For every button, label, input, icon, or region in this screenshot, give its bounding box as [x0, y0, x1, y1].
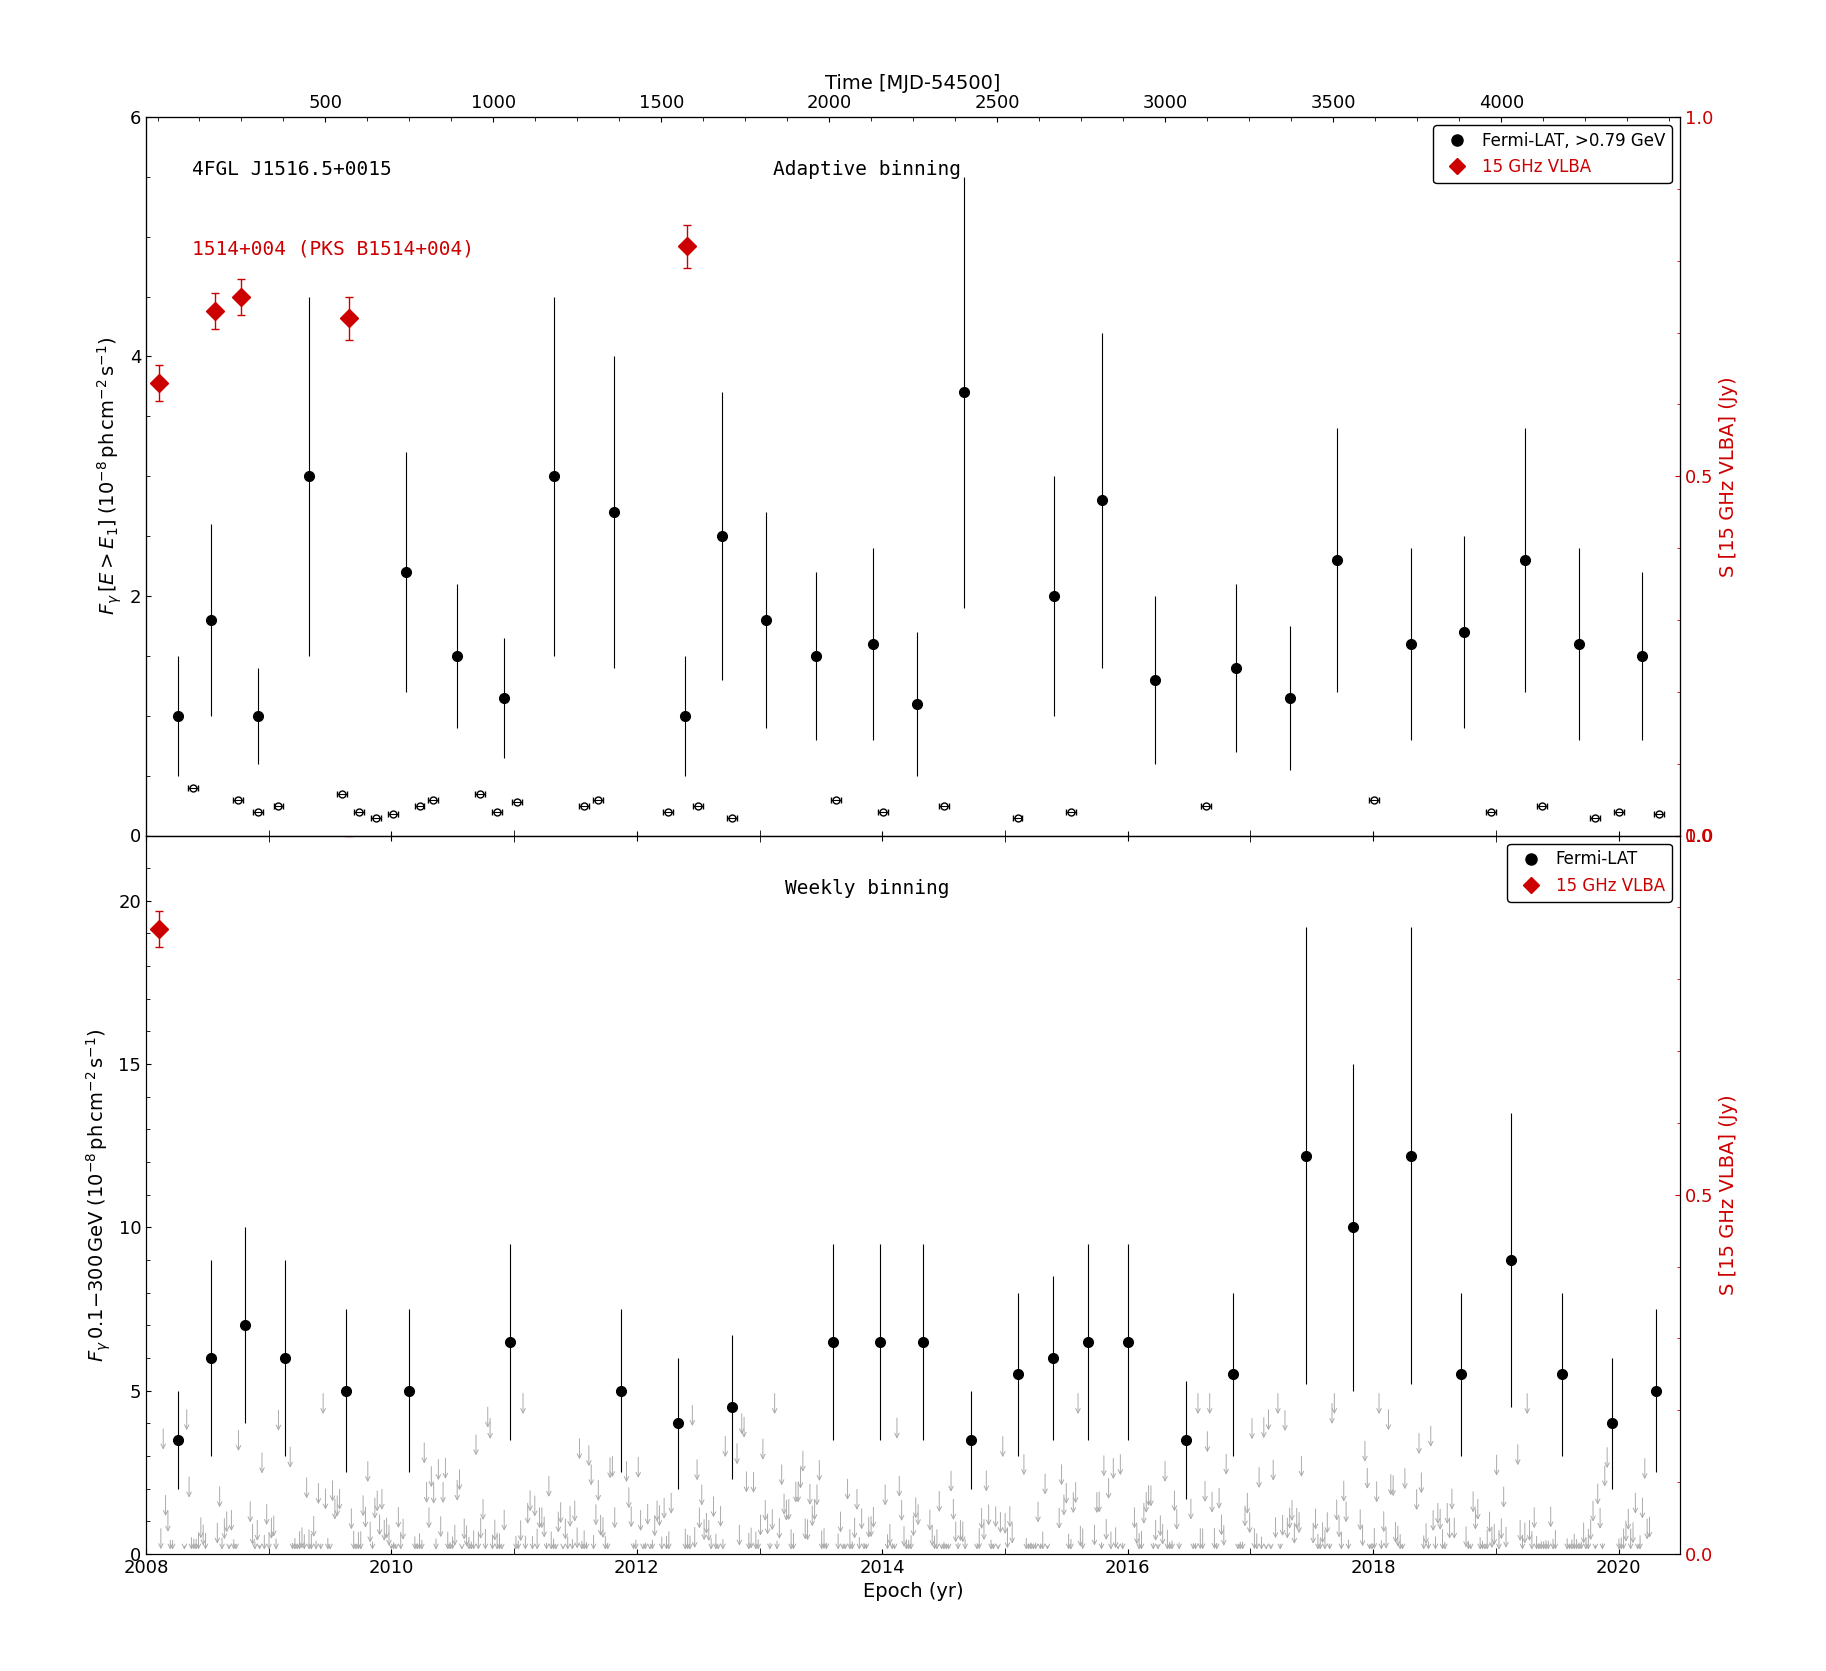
- Y-axis label: S [15 GHz VLBA] (Jy): S [15 GHz VLBA] (Jy): [1718, 1095, 1738, 1295]
- Y-axis label: S [15 GHz VLBA] (Jy): S [15 GHz VLBA] (Jy): [1718, 376, 1738, 576]
- Y-axis label: $F_{\gamma}\,0.1{-}300\,\mathrm{GeV}\;(10^{-8}\,\mathrm{ph\,cm^{-2}\,s^{-1}})$: $F_{\gamma}\,0.1{-}300\,\mathrm{GeV}\;(1…: [84, 1028, 113, 1362]
- X-axis label: Time [MJD-54500]: Time [MJD-54500]: [825, 74, 1001, 92]
- Text: Adaptive binning: Adaptive binning: [772, 160, 960, 179]
- Text: Weekly binning: Weekly binning: [785, 879, 950, 897]
- X-axis label: Epoch (yr): Epoch (yr): [862, 1582, 964, 1601]
- Text: 4FGL J1516.5+0015: 4FGL J1516.5+0015: [192, 160, 393, 179]
- Legend: Fermi-LAT, 15 GHz VLBA: Fermi-LAT, 15 GHz VLBA: [1508, 844, 1671, 901]
- Legend: Fermi-LAT, >0.79 GeV, 15 GHz VLBA: Fermi-LAT, >0.79 GeV, 15 GHz VLBA: [1433, 125, 1671, 182]
- Y-axis label: $F_{\gamma}\,[E{>}E_1]\;(10^{-8}\,\mathrm{ph\,cm^{-2}\,s^{-1}})$: $F_{\gamma}\,[E{>}E_1]\;(10^{-8}\,\mathr…: [95, 338, 124, 615]
- Text: 1514+004 (PKS B1514+004): 1514+004 (PKS B1514+004): [192, 239, 475, 257]
